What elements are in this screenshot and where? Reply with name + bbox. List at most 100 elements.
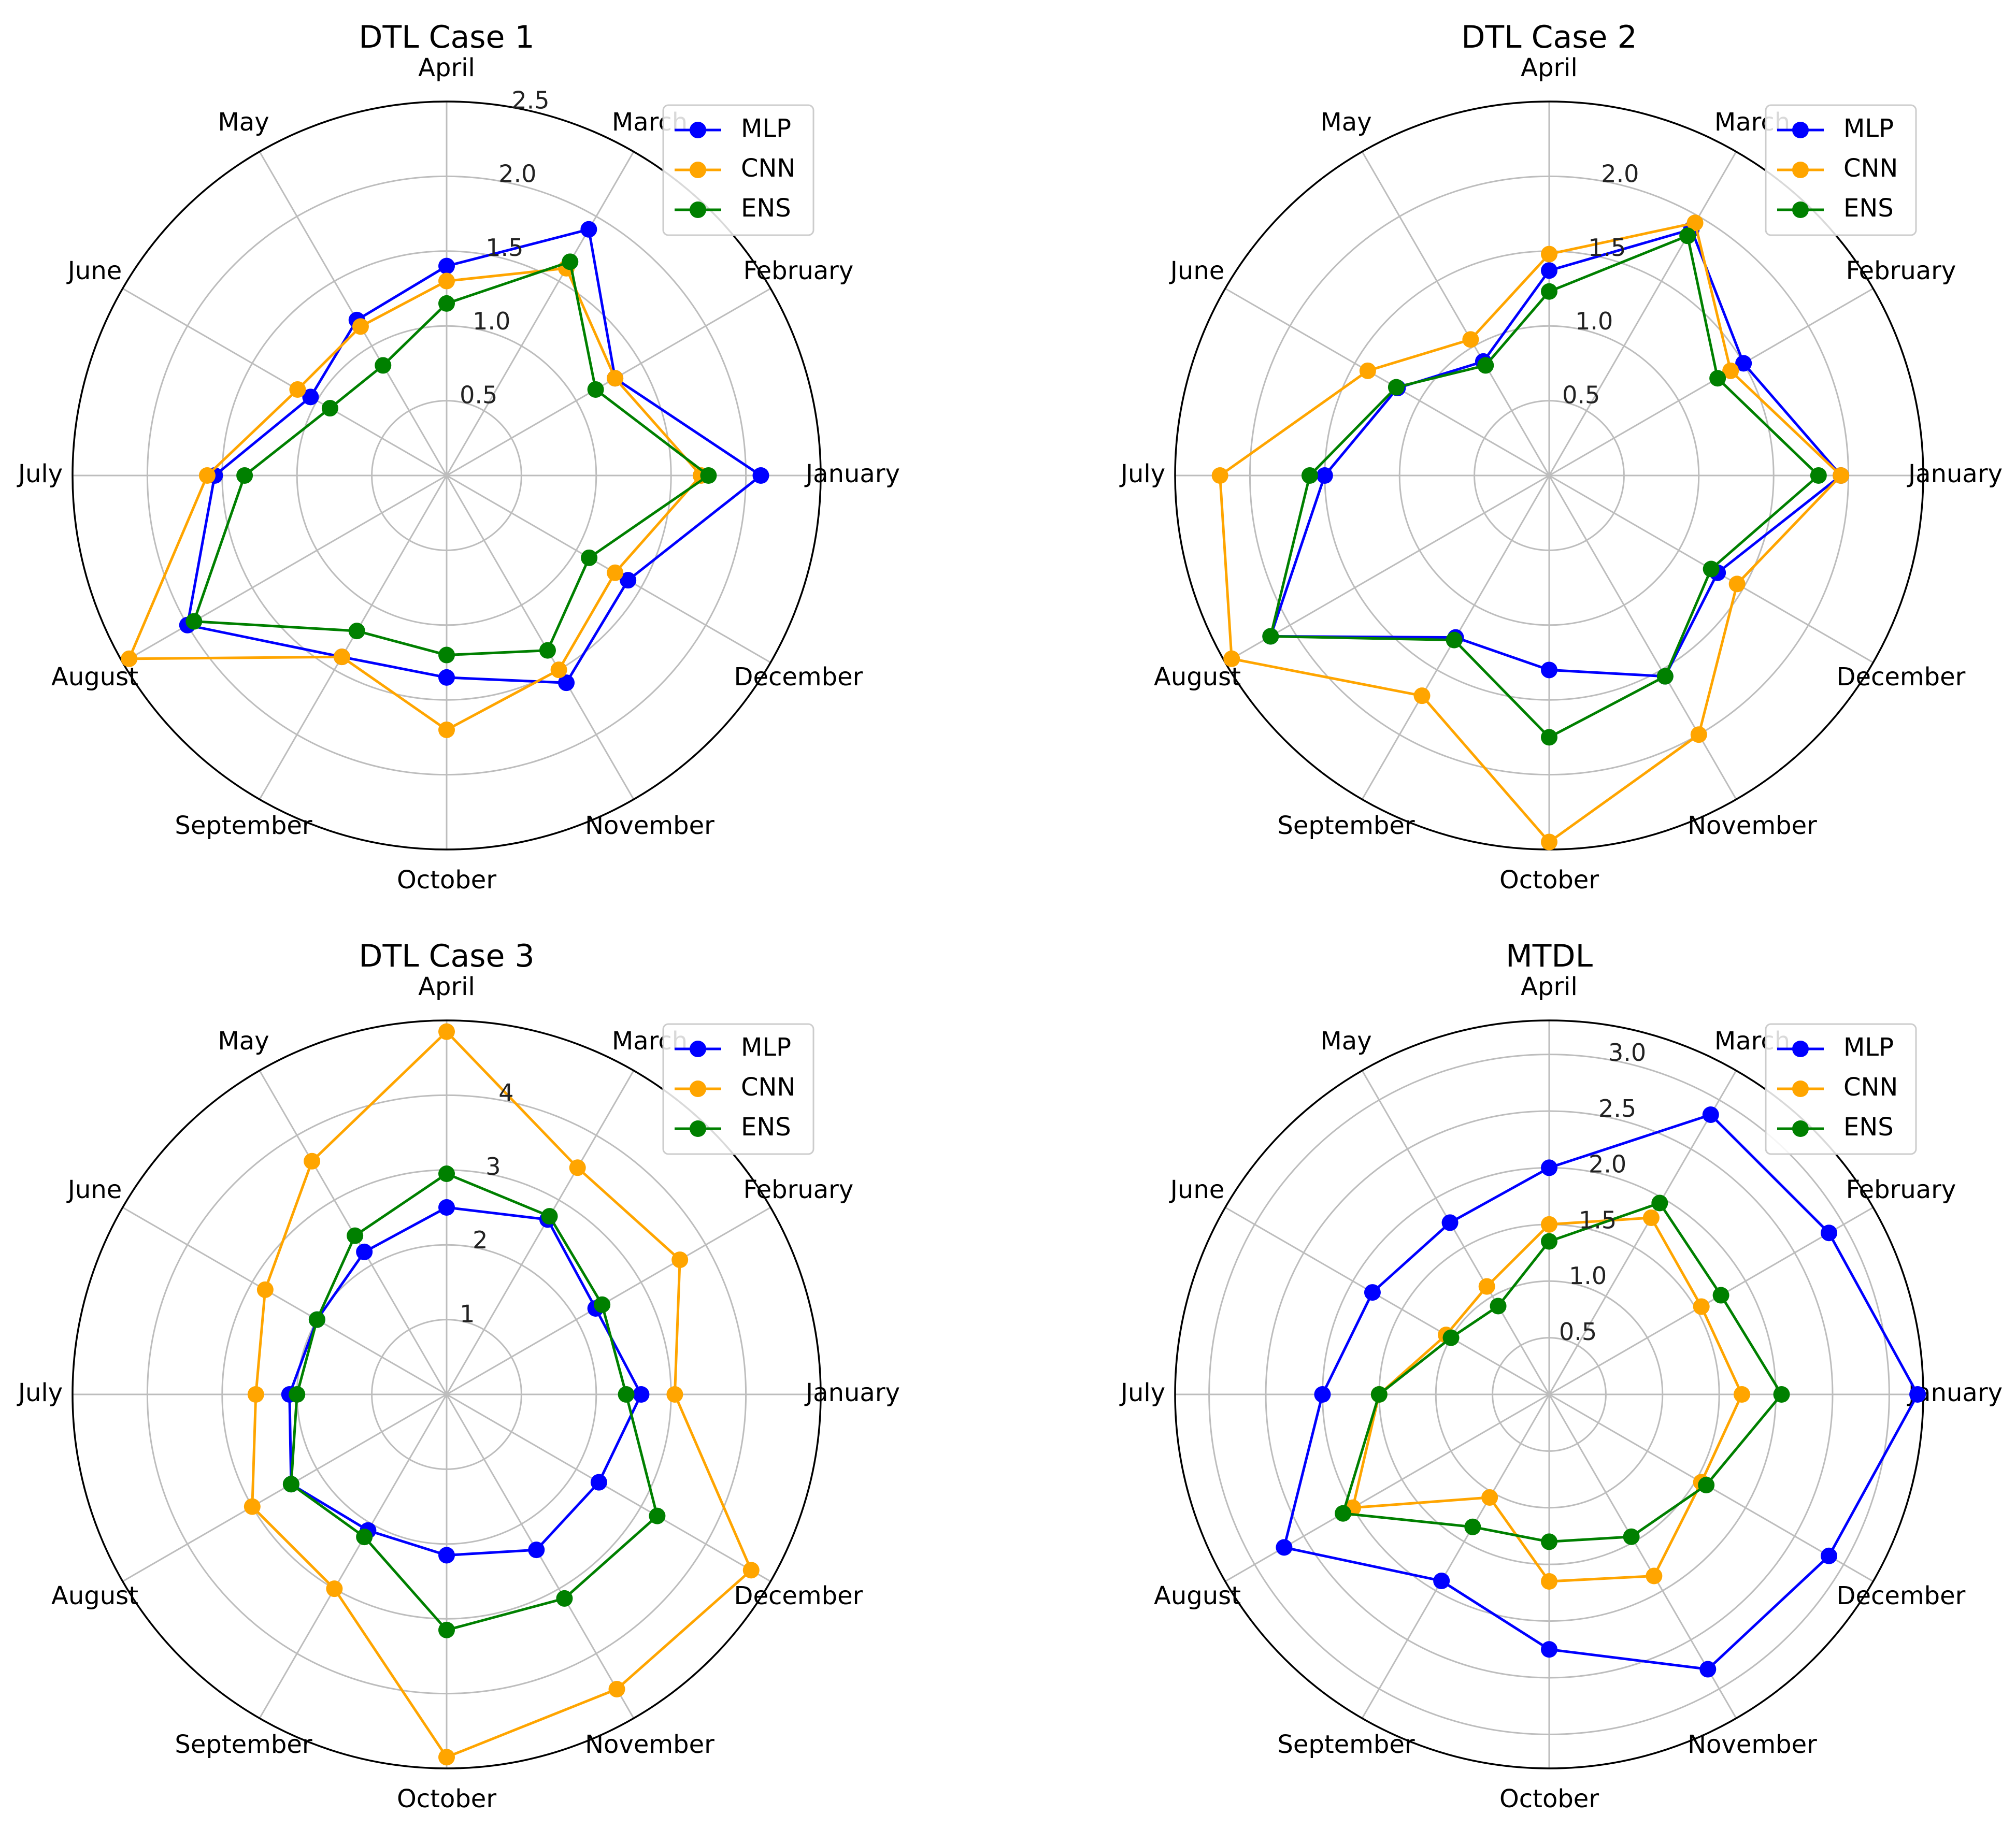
data-point-mlp-october bbox=[1541, 1641, 1557, 1658]
data-point-ens-november bbox=[556, 1590, 573, 1607]
data-point-cnn-january bbox=[666, 1386, 683, 1403]
data-point-ens-july bbox=[1301, 467, 1318, 484]
data-point-ens-july bbox=[236, 467, 253, 484]
category-label-january: January bbox=[1907, 459, 2003, 488]
data-point-ens-april bbox=[1541, 1233, 1557, 1250]
angular-gridline bbox=[1361, 1394, 1550, 1719]
legend-label-cnn: CNN bbox=[1843, 154, 1898, 183]
angular-gridline bbox=[1548, 475, 1737, 800]
category-label-september: September bbox=[175, 1730, 312, 1759]
data-point-mlp-october bbox=[1541, 661, 1557, 679]
data-point-cnn-april bbox=[438, 1023, 455, 1040]
data-point-cnn-april bbox=[1541, 1216, 1557, 1233]
data-point-cnn-february bbox=[671, 1251, 689, 1269]
category-label-december: December bbox=[734, 1581, 863, 1610]
data-point-cnn-january bbox=[1733, 1386, 1750, 1403]
radial-tick-label: 0.5 bbox=[460, 381, 497, 409]
category-label-october: October bbox=[1499, 866, 1599, 895]
category-label-november: November bbox=[1688, 1730, 1817, 1759]
data-point-cnn-september bbox=[333, 649, 350, 666]
legend-swatch-marker bbox=[1792, 1120, 1809, 1137]
category-label-august: August bbox=[1154, 1581, 1241, 1610]
category-label-july: July bbox=[17, 1378, 63, 1407]
data-point-ens-june bbox=[1388, 379, 1405, 396]
series-line-cnn bbox=[1219, 221, 1842, 844]
data-point-ens-october bbox=[1541, 729, 1557, 746]
data-point-cnn-july bbox=[247, 1386, 264, 1403]
angular-gridline bbox=[1548, 151, 1737, 476]
data-point-cnn-july bbox=[1211, 467, 1228, 484]
data-point-cnn-october bbox=[438, 721, 455, 738]
radial-tick-label: 0.5 bbox=[1562, 381, 1600, 409]
angular-gridline bbox=[446, 1393, 771, 1582]
data-point-ens-august bbox=[185, 613, 203, 630]
category-label-april: April bbox=[418, 972, 475, 1001]
data-point-ens-july bbox=[289, 1386, 306, 1403]
data-point-ens-november bbox=[1656, 668, 1674, 685]
radial-tick-label: 1.0 bbox=[1575, 307, 1613, 335]
radar-panel-dtl-case-3: DTL Case 3JanuaryFebruaryMarchAprilMayJu… bbox=[17, 938, 900, 1813]
data-point-cnn-march bbox=[1642, 1209, 1660, 1226]
data-point-ens-january bbox=[618, 1386, 635, 1403]
radial-tick-label: 2.0 bbox=[498, 160, 536, 188]
radial-tick-label: 1.5 bbox=[1588, 234, 1626, 262]
radial-tick-label: 3.0 bbox=[1608, 1039, 1646, 1067]
data-point-ens-november bbox=[1623, 1528, 1640, 1545]
category-label-april: April bbox=[418, 53, 475, 82]
category-label-december: December bbox=[734, 663, 863, 692]
data-point-mlp-february bbox=[1735, 355, 1752, 372]
angular-gridline bbox=[1224, 287, 1550, 477]
data-point-cnn-april bbox=[1541, 246, 1557, 263]
data-point-ens-october bbox=[438, 1621, 455, 1638]
data-point-ens-march bbox=[1651, 1194, 1668, 1212]
data-point-ens-september bbox=[356, 1529, 373, 1546]
data-point-mlp-december bbox=[620, 572, 637, 589]
category-label-june: June bbox=[1169, 256, 1225, 285]
polar-frame bbox=[72, 100, 822, 851]
legend-label-mlp: MLP bbox=[741, 1033, 791, 1062]
radial-tick-label: 2.0 bbox=[1601, 160, 1639, 188]
data-point-mlp-april bbox=[1541, 262, 1557, 279]
data-point-cnn-august bbox=[121, 650, 138, 667]
data-point-mlp-april bbox=[438, 257, 455, 275]
data-point-ens-march bbox=[541, 1208, 558, 1225]
chart-title: DTL Case 3 bbox=[359, 938, 534, 974]
category-label-december: December bbox=[1837, 663, 1966, 692]
radar-panel-mtdl: MTDLJanuaryFebruaryMarchAprilMayJuneJuly… bbox=[1119, 938, 2003, 1813]
data-point-mlp-february bbox=[1821, 1225, 1838, 1242]
legend-swatch-marker bbox=[1792, 122, 1809, 138]
data-point-mlp-august bbox=[1276, 1539, 1293, 1556]
data-point-cnn-october bbox=[438, 1749, 455, 1766]
chart-title: DTL Case 1 bbox=[359, 19, 534, 55]
radial-tick-label: 2 bbox=[473, 1226, 488, 1254]
category-label-november: November bbox=[1688, 811, 1817, 840]
series-line-ens bbox=[1269, 234, 1820, 739]
data-point-mlp-may bbox=[356, 1243, 373, 1260]
category-label-july: July bbox=[1119, 459, 1165, 488]
category-label-january: January bbox=[804, 459, 900, 488]
data-point-cnn-april bbox=[438, 272, 455, 290]
series-line-mlp bbox=[288, 1206, 642, 1557]
category-label-may: May bbox=[218, 108, 269, 137]
data-point-ens-april bbox=[438, 1165, 455, 1183]
data-point-cnn-december bbox=[1728, 575, 1746, 593]
angular-gridline bbox=[1549, 1206, 1874, 1395]
category-label-april: April bbox=[1521, 972, 1578, 1001]
data-point-ens-february bbox=[594, 1296, 611, 1313]
data-point-ens-april bbox=[438, 295, 455, 312]
data-point-mlp-november bbox=[1699, 1661, 1717, 1678]
data-point-ens-january bbox=[1773, 1386, 1790, 1403]
data-point-cnn-november bbox=[1690, 726, 1707, 743]
legend-label-mlp: MLP bbox=[1843, 1033, 1894, 1062]
angular-gridline bbox=[1361, 151, 1550, 476]
data-point-cnn-february bbox=[1693, 1298, 1710, 1315]
radial-tick-label: 3 bbox=[485, 1153, 501, 1180]
category-label-may: May bbox=[1320, 1027, 1371, 1056]
legend-label-ens: ENS bbox=[1843, 194, 1894, 223]
data-point-ens-may bbox=[375, 357, 392, 374]
legend: MLP CNN ENS bbox=[1765, 1023, 1917, 1155]
data-point-ens-may bbox=[1477, 357, 1494, 374]
category-label-february: February bbox=[1846, 1175, 1956, 1204]
data-point-mlp-january bbox=[1909, 1386, 1926, 1403]
